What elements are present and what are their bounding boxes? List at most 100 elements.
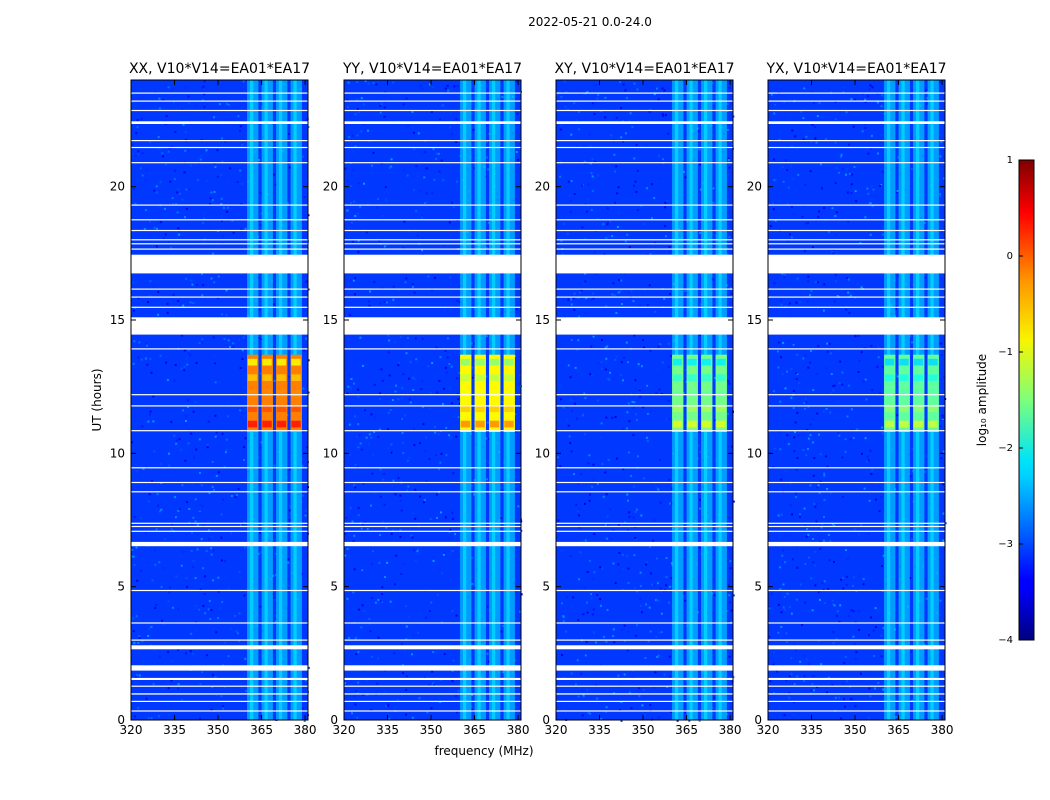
noise-speck [799, 513, 801, 516]
noise-speck [409, 401, 412, 404]
noise-speck [450, 402, 453, 405]
noise-speck [864, 216, 867, 219]
noise-speck [227, 415, 230, 418]
noise-speck [586, 688, 589, 691]
noise-speck [567, 364, 570, 367]
noise-speck [485, 478, 488, 481]
noise-speck [581, 184, 583, 187]
noise-speck [288, 509, 291, 512]
noise-speck [444, 90, 447, 93]
noise-speck [784, 387, 787, 390]
noise-speck [370, 436, 373, 439]
noise-speck [656, 656, 659, 658]
noise-speck [425, 192, 428, 195]
noise-speck [622, 427, 624, 430]
noise-speck [183, 349, 186, 352]
noise-speck [834, 274, 837, 277]
noise-speck [374, 416, 377, 419]
noise-speck [154, 607, 157, 610]
noise-speck [796, 545, 798, 548]
noise-speck [415, 165, 418, 168]
noise-speck [833, 524, 836, 527]
noise-speck [789, 504, 792, 507]
noise-speck [870, 473, 873, 475]
noise-speck [790, 165, 793, 168]
rfi-hotspot [899, 389, 909, 397]
noise-speck [222, 705, 224, 708]
flagged-row [131, 162, 308, 164]
noise-speck [145, 178, 148, 181]
noise-speck [659, 587, 662, 590]
noise-speck [194, 498, 197, 501]
noise-speck [150, 625, 153, 628]
noise-speck [807, 448, 809, 450]
noise-speck [351, 520, 354, 523]
noise-speck [617, 524, 620, 527]
noise-speck [854, 657, 857, 660]
flagged-row [344, 239, 521, 241]
x-tick-label: 335 [588, 723, 611, 737]
noise-speck [852, 610, 855, 613]
noise-speck [586, 611, 589, 614]
noise-speck [362, 482, 365, 485]
noise-speck [634, 627, 637, 630]
noise-speck [664, 201, 667, 204]
noise-speck [135, 470, 138, 473]
noise-speck [632, 516, 635, 519]
y-tick-label: 5 [330, 580, 338, 594]
noise-speck [824, 455, 827, 458]
noise-speck [925, 372, 928, 375]
noise-speck [911, 283, 914, 286]
flagged-row [768, 296, 945, 298]
noise-speck [850, 98, 853, 101]
flagged-row [768, 639, 945, 641]
noise-speck [850, 408, 853, 411]
noise-speck [383, 115, 386, 118]
noise-speck [390, 443, 393, 446]
noise-speck [132, 362, 135, 365]
noise-speck [212, 673, 214, 676]
noise-speck [243, 521, 246, 524]
noise-speck [164, 233, 167, 236]
noise-speck [385, 199, 388, 202]
rfi-hotspot [701, 420, 712, 428]
noise-speck [778, 496, 781, 499]
noise-speck [303, 719, 306, 722]
noise-speck [400, 138, 403, 141]
noise-speck [684, 711, 686, 714]
noise-speck [184, 216, 186, 219]
noise-speck [577, 619, 580, 622]
flagged-row [131, 239, 308, 241]
flagged-row [768, 685, 945, 687]
noise-speck [850, 609, 853, 612]
noise-speck [229, 345, 231, 348]
noise-speck [423, 176, 426, 179]
noise-speck [700, 252, 702, 255]
flagged-row [131, 109, 308, 112]
noise-speck [639, 304, 642, 307]
colorbar-tick-label: 0 [1007, 251, 1013, 262]
noise-speck [835, 280, 838, 283]
noise-speck [878, 156, 880, 158]
noise-speck [177, 300, 180, 302]
noise-speck [588, 133, 591, 136]
rfi-hotspot [460, 420, 471, 428]
flagged-row [556, 525, 733, 528]
noise-speck [830, 392, 833, 395]
noise-speck [213, 488, 215, 491]
noise-speck [848, 312, 851, 314]
noise-speck [812, 389, 815, 392]
noise-speck [380, 103, 383, 106]
noise-speck [769, 123, 772, 126]
noise-speck [259, 224, 262, 226]
noise-speck [811, 123, 814, 126]
noise-speck [645, 561, 648, 564]
noise-speck [592, 463, 595, 466]
noise-speck [834, 141, 837, 144]
noise-speck [793, 683, 796, 686]
noise-speck [840, 578, 843, 581]
noise-speck [177, 683, 180, 686]
noise-speck [572, 596, 575, 599]
noise-speck [844, 450, 847, 453]
noise-speck [205, 149, 208, 152]
